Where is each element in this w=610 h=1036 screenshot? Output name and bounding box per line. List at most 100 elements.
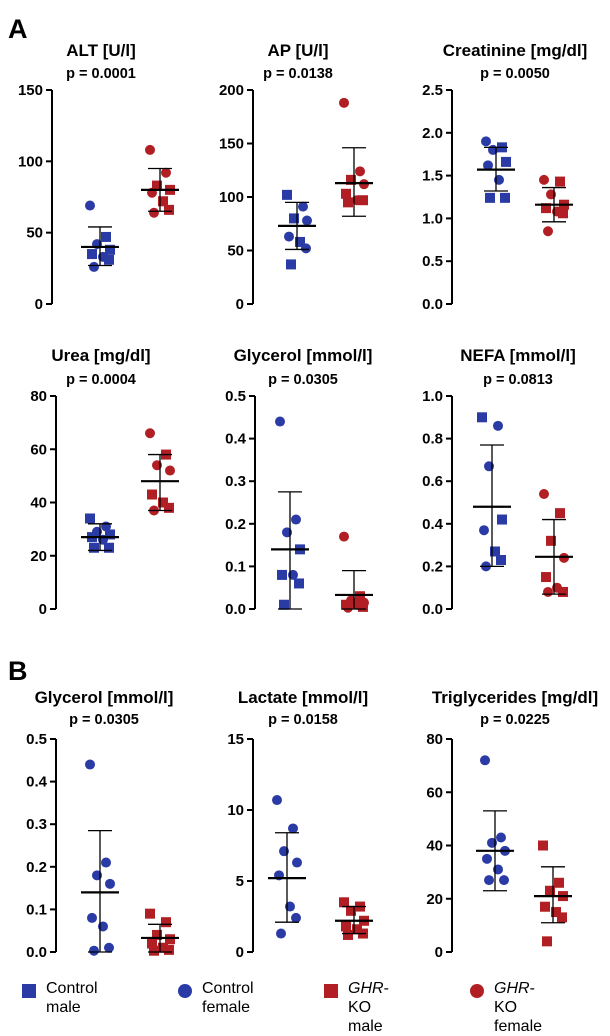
chart-title: Glycerol [mmol/l]	[234, 346, 373, 365]
data-point-circle	[482, 853, 492, 864]
chart-panel: Triglycerides [mg/dl] p = 0.0225 0 20 40 60 80	[426, 688, 598, 961]
data-point-square	[289, 213, 299, 224]
data-point-circle	[105, 878, 115, 889]
data-point-square	[346, 905, 356, 916]
data-point-circle	[339, 97, 349, 108]
p-value-label: p = 0.0813	[483, 372, 553, 388]
y-tick-label: 0	[39, 601, 47, 618]
data-point-circle	[499, 875, 509, 886]
y-tick-label: 0.4	[225, 431, 247, 448]
chart-title: NEFA [mmol/l]	[460, 346, 576, 365]
data-point-square	[164, 944, 174, 955]
p-value-label: p = 0.0001	[66, 66, 136, 82]
data-point-square	[541, 203, 551, 214]
data-point-square	[541, 572, 551, 583]
data-point-circle	[145, 144, 155, 155]
p-value-label: p = 0.0050	[480, 66, 550, 82]
p-value-label: p = 0.0305	[268, 372, 338, 388]
y-tick-label: 40	[30, 495, 47, 512]
data-point-square	[286, 259, 296, 270]
data-point-circle	[284, 231, 294, 242]
data-point-square	[279, 599, 289, 610]
y-tick-label: 1.5	[422, 168, 443, 185]
legend-label-line2: female	[202, 999, 251, 1016]
legend-label-line2: male	[348, 1018, 383, 1035]
data-point-square	[282, 189, 292, 200]
data-point-square	[147, 938, 157, 949]
data-point-square	[341, 921, 351, 932]
y-tick-label: 0.5	[225, 388, 246, 405]
data-point-circle	[496, 832, 506, 843]
data-point-square	[165, 934, 175, 945]
y-tick-label: 15	[227, 731, 244, 748]
p-value-label: p = 0.0225	[480, 712, 550, 728]
data-point-square	[490, 546, 500, 557]
y-tick-label: 0.3	[26, 816, 47, 833]
data-point-circle	[339, 531, 349, 542]
data-point-square	[542, 936, 552, 947]
data-point-circle	[288, 823, 298, 834]
chart-title: Triglycerides [mg/dl]	[432, 688, 598, 707]
y-tick-label: 0	[435, 944, 443, 961]
data-point-square	[546, 535, 556, 546]
data-point-circle	[301, 243, 311, 254]
data-point-circle	[343, 602, 353, 613]
y-tick-label: 0.8	[422, 431, 443, 448]
data-point-square	[558, 208, 568, 219]
chart-title: ALT [U/l]	[66, 41, 136, 60]
legend-label-line2: male	[46, 999, 81, 1016]
data-point-circle	[292, 857, 302, 868]
data-point-circle	[165, 465, 175, 476]
data-point-circle	[539, 174, 549, 185]
y-tick-label: 0	[35, 296, 43, 313]
data-point-circle	[481, 136, 491, 147]
chart-panel: Glycerol [mmol/l] p = 0.0305 0.0 0.1 0.2 0.3 0…	[26, 688, 179, 961]
data-point-circle	[89, 261, 99, 272]
chart-title: Lactate [mmol/l]	[238, 688, 368, 707]
y-tick-label: 0	[236, 296, 244, 313]
data-point-square	[358, 195, 368, 206]
y-tick-label: 0.0	[422, 601, 443, 618]
chart-panel: Lactate [mmol/l] p = 0.0158 0 5 10 15	[227, 688, 373, 961]
y-tick-label: 0.2	[26, 859, 47, 876]
y-tick-label: 0.0	[225, 601, 246, 618]
data-point-square	[497, 514, 507, 525]
y-tick-label: 0.1	[26, 901, 47, 918]
chart-panel: ALT [U/l] p = 0.0001 0 50 100 150	[18, 41, 179, 313]
chart-panel: AP [U/l] p = 0.0138 0 50 100 150 200	[219, 41, 373, 313]
y-tick-label: 80	[426, 731, 443, 748]
chart-title: Glycerol [mmol/l]	[35, 688, 174, 707]
data-point-square	[105, 529, 115, 540]
chart-panel: Creatinine [mg/dl] p = 0.0050 0.0 0.5 1.0 1.5…	[422, 41, 587, 313]
data-point-square	[545, 885, 555, 896]
data-point-circle	[87, 912, 97, 923]
control-male-square-marker	[22, 984, 36, 998]
y-tick-label: 80	[30, 388, 47, 405]
y-tick-label: 60	[30, 441, 47, 458]
data-point-square	[164, 502, 174, 513]
data-point-square	[557, 912, 567, 923]
data-point-circle	[161, 167, 171, 178]
y-tick-label: 0.0	[422, 296, 443, 313]
data-point-square	[161, 917, 171, 928]
legend-label-gene: GHR	[348, 980, 384, 997]
data-point-square	[149, 945, 159, 956]
y-tick-label: 0.4	[26, 774, 48, 791]
y-tick-label: 1.0	[422, 388, 443, 405]
data-point-circle	[291, 912, 301, 923]
data-point-square	[341, 188, 351, 199]
chart-title: Creatinine [mg/dl]	[443, 41, 588, 60]
data-point-circle	[101, 857, 111, 868]
chart-title: AP [U/l]	[267, 41, 328, 60]
data-point-circle	[543, 586, 553, 597]
panel-letter-a: A	[8, 14, 28, 44]
data-point-circle	[493, 420, 503, 431]
data-point-circle	[484, 875, 494, 886]
data-point-square	[343, 197, 353, 208]
data-point-square	[346, 174, 356, 185]
chart-panel: Urea [mg/dl] p = 0.0004 0 20 40 60 80	[30, 346, 179, 618]
data-point-circle	[298, 201, 308, 212]
y-tick-label: 100	[219, 189, 244, 206]
panel-letter-b: B	[8, 656, 28, 686]
